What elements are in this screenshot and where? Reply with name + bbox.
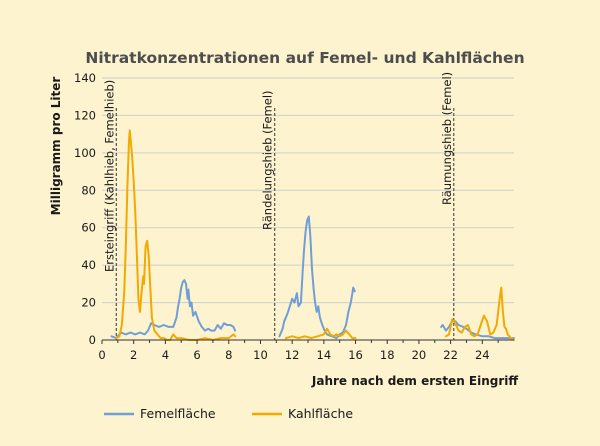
annotations: Ersteingriff (Kahlhieb, Femelhieb) Rändel… [102,72,455,340]
series-line-0-segment-2 [440,320,515,340]
y-tick-label: 0 [89,333,96,347]
series-line-0-segment-1 [278,215,356,340]
x-axis-label: Jahre nach dem ersten Eingriff [311,374,518,388]
series-line-1-segment-2 [444,286,515,341]
x-tick-label: 18 [380,348,395,362]
x-tick-label: 14 [317,348,332,362]
annotation-label-1: Rändelungshieb (Femel) [261,90,275,230]
legend: Femelfläche Kahlfläche [104,406,353,421]
x-tick-label: 0 [98,348,105,362]
x-tick-label: 8 [225,348,232,362]
x-tick-label: 4 [162,348,169,362]
y-tick-label: 20 [81,296,96,310]
x-tick-label: 10 [253,348,268,362]
x-tick-label: 22 [443,348,458,362]
annotation-label-2: Räumungshieb (Femel) [440,72,454,205]
x-tick-label: 6 [193,348,200,362]
series-line-1-segment-0 [115,129,237,341]
y-tick-label: 40 [81,258,96,272]
x-tick-label: 2 [130,348,137,362]
grid-lines [102,77,514,304]
y-tick-label: 80 [81,183,96,197]
series-line-0-segment-0 [110,279,237,340]
legend-label-1: Kahlfläche [288,406,353,421]
y-tick-label: 140 [74,71,96,85]
y-tick-label: 100 [74,146,96,160]
y-axis-label: Milligramm pro Liter [49,77,63,216]
x-tick-label: 12 [285,348,300,362]
x-tick-label: 20 [412,348,427,362]
y-tick-label: 120 [74,108,96,122]
y-tick-label: 60 [81,221,96,235]
chart-title: Nitratkonzentrationen auf Femel- und Kah… [85,49,524,67]
x-tick-label: 24 [475,348,490,362]
x-tick-label: 16 [348,348,363,362]
legend-label-0: Femelfläche [140,406,216,421]
series-line-1-segment-1 [284,327,357,340]
annotation-label-0: Ersteingriff (Kahlhieb, Femelhieb) [102,80,116,272]
